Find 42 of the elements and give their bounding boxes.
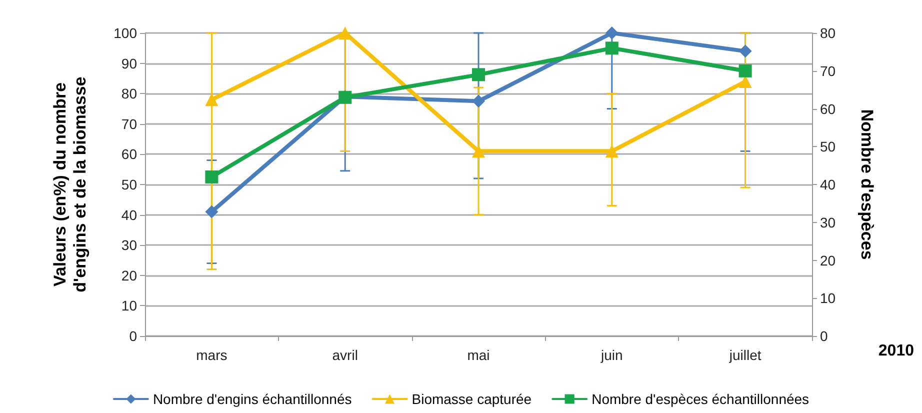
y-tick-label: 10 bbox=[121, 298, 138, 314]
x-tick-label: juillet bbox=[728, 347, 762, 363]
y2-tick-label: 50 bbox=[820, 138, 836, 155]
y-tick-label: 90 bbox=[121, 55, 138, 72]
point bbox=[738, 64, 752, 78]
point bbox=[205, 170, 218, 184]
x-tick-label: avril bbox=[332, 347, 358, 363]
x-tick-label: juin bbox=[600, 347, 623, 363]
y-tick-label: 50 bbox=[121, 176, 138, 192]
point bbox=[605, 144, 618, 158]
legend-label: Biomasse capturée bbox=[412, 391, 532, 407]
y-tick-label: 40 bbox=[121, 206, 138, 223]
legend-label: Nombre d'espèces échantillonnées bbox=[592, 391, 810, 407]
point bbox=[472, 94, 485, 108]
y2-tick-label: 10 bbox=[820, 290, 836, 306]
y-tick-label: 60 bbox=[121, 146, 138, 162]
point bbox=[738, 44, 752, 58]
y2-tick-label: 80 bbox=[820, 25, 836, 41]
point bbox=[605, 42, 618, 55]
point bbox=[205, 205, 218, 218]
y2-tick-label: 40 bbox=[820, 176, 836, 192]
y-tick-label: 30 bbox=[121, 237, 138, 254]
y2-axis-title: Nombre d'espèces bbox=[858, 109, 876, 260]
y-tick-label: 70 bbox=[121, 116, 138, 132]
point bbox=[205, 93, 218, 106]
y-tick-label: 100 bbox=[114, 25, 138, 41]
y2-tick-label: 30 bbox=[820, 214, 836, 230]
y2-tick-label: 20 bbox=[820, 252, 836, 268]
point bbox=[472, 144, 485, 158]
y2-tick-label: 0 bbox=[820, 328, 828, 344]
point bbox=[472, 68, 485, 82]
x-tick-label: mars bbox=[196, 347, 228, 363]
y-tick-label: 80 bbox=[121, 86, 138, 102]
point bbox=[605, 26, 618, 40]
y-axis-title: Valeurs (en%) du nombre d'engins et de la biomasse bbox=[50, 76, 90, 292]
text: 2010 bbox=[878, 342, 914, 360]
y2-tick-label: 60 bbox=[820, 100, 836, 117]
y2-tick-label: 70 bbox=[820, 62, 836, 79]
x-tick-label: mai bbox=[467, 347, 490, 363]
y-tick-label: 20 bbox=[121, 267, 138, 284]
y-tick-label: 0 bbox=[129, 328, 138, 344]
legend-label: Nombre d'engins échantillonnés bbox=[152, 391, 352, 407]
